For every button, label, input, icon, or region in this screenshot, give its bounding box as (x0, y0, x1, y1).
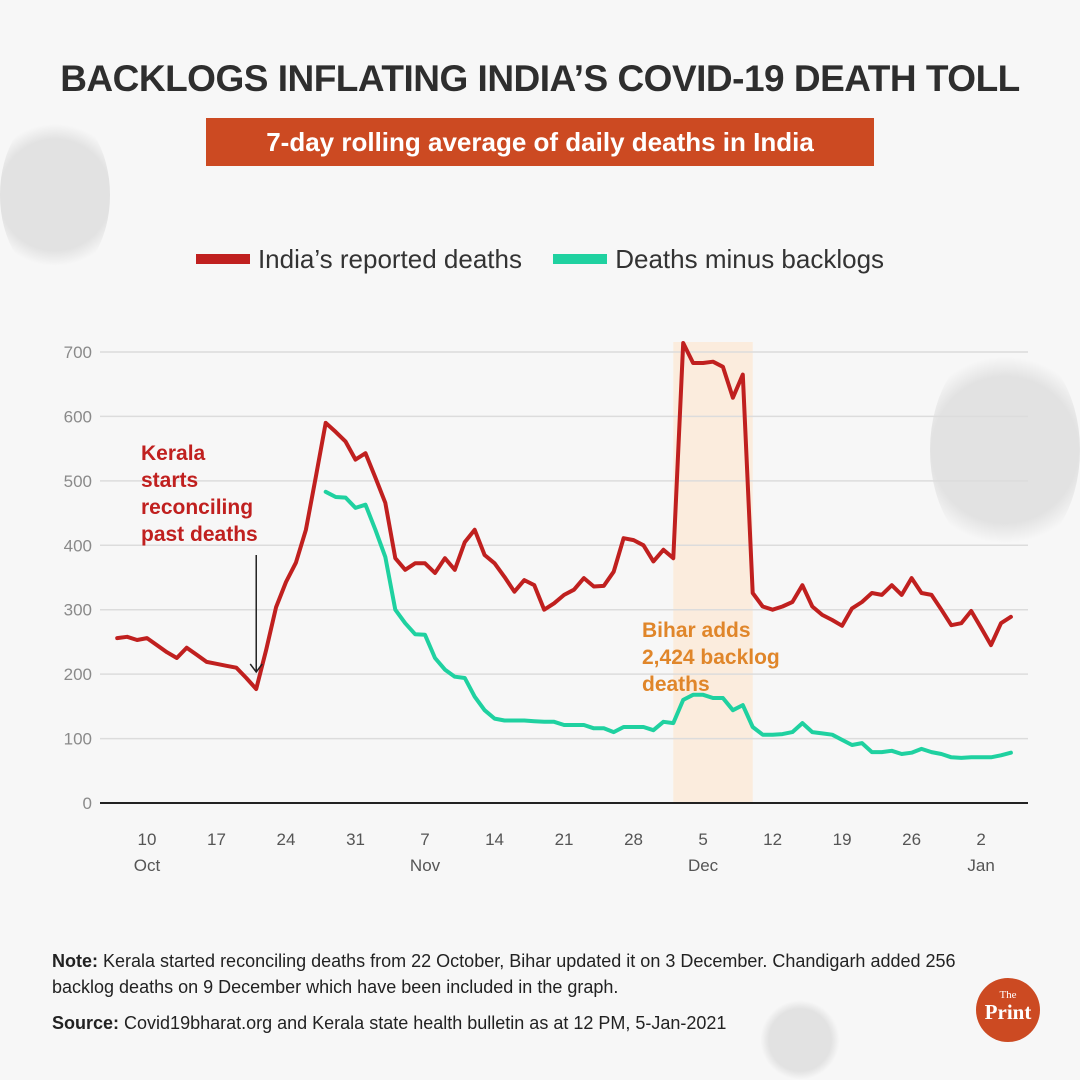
x-tick-label: 14 (485, 830, 504, 849)
annotation-kerala-text: Kerala (141, 442, 206, 465)
legend-label: Deaths minus backlogs (615, 243, 885, 274)
virus-decoration-icon (0, 110, 110, 280)
logo-the: The (999, 989, 1017, 1001)
annotation-kerala-text: starts (141, 469, 198, 492)
legend-item-minus-backlogs: Deaths minus backlogs (553, 244, 884, 275)
x-tick-label: 5 (698, 830, 707, 849)
x-tick-label: 12 (763, 830, 782, 849)
x-tick-label: 31 (346, 830, 365, 849)
x-month-label: Nov (410, 856, 441, 875)
x-tick-label: 2 (976, 830, 985, 849)
logo-print: Print (984, 1000, 1032, 1024)
legend-label: India’s reported deaths (257, 243, 522, 274)
x-tick-label: 17 (207, 830, 226, 849)
source: Source: Covid19bharat.org and Kerala sta… (52, 1013, 726, 1034)
note-text: Kerala started reconciling deaths from 2… (52, 951, 956, 997)
y-tick-label: 200 (64, 665, 92, 684)
line-chart: 0 100 200 300 400 500 600 700 10 Oct 17 24 31 7 Nov 14 2… (64, 341, 1028, 875)
x-month-label: Dec (688, 856, 719, 875)
theprint-logo: The Print (976, 978, 1040, 1042)
source-text: Covid19bharat.org and Kerala state healt… (119, 1013, 727, 1033)
legend-item-reported: India’s reported deaths (195, 243, 522, 275)
y-tick-label: 0 (83, 794, 92, 813)
x-tick-label: 7 (420, 830, 429, 849)
y-tick-label: 600 (64, 407, 92, 426)
source-label: Source: (52, 1013, 120, 1033)
x-tick-label: 10 (138, 830, 157, 849)
y-tick-label: 100 (64, 730, 92, 749)
chart-subtitle-banner: 7-day rolling average of daily deaths in… (206, 118, 874, 166)
annotation-kerala-text: past deaths (141, 523, 258, 546)
x-tick-label: 21 (555, 830, 574, 849)
x-month-label: Oct (134, 856, 161, 875)
note-label: Note: (52, 951, 98, 971)
annotation-bihar-text: deaths (642, 673, 710, 696)
series-line-reported (115, 341, 1013, 691)
legend-swatch-minus-backlogs (553, 254, 608, 264)
x-month-label: Jan (967, 856, 994, 875)
arrow-head-icon (249, 663, 263, 674)
annotation-kerala-text: reconciling (141, 496, 253, 519)
legend: India’s reported deaths Deaths minus bac… (0, 240, 1080, 275)
x-tick-label: 28 (624, 830, 643, 849)
x-tick-label: 26 (902, 830, 921, 849)
y-tick-label: 500 (64, 472, 92, 491)
note: Note: Kerala started reconciling deaths … (52, 948, 962, 1000)
x-tick-label: 24 (277, 830, 296, 849)
legend-swatch-reported (195, 254, 250, 264)
series-line-minus-backlogs (323, 489, 1013, 760)
annotation-bihar-text: Bihar adds (642, 619, 751, 642)
y-tick-label: 300 (64, 601, 92, 620)
y-tick-label: 700 (64, 343, 92, 362)
page-title: BACKLOGS INFLATING INDIA’S COVID-19 DEAT… (60, 58, 1020, 99)
annotation-bihar-text: 2,424 backlog (642, 646, 780, 669)
virus-decoration-icon (930, 340, 1080, 560)
x-tick-label: 19 (833, 830, 852, 849)
virus-decoration-icon (760, 1000, 840, 1080)
highlight-band (673, 342, 753, 803)
y-tick-label: 400 (64, 536, 92, 555)
